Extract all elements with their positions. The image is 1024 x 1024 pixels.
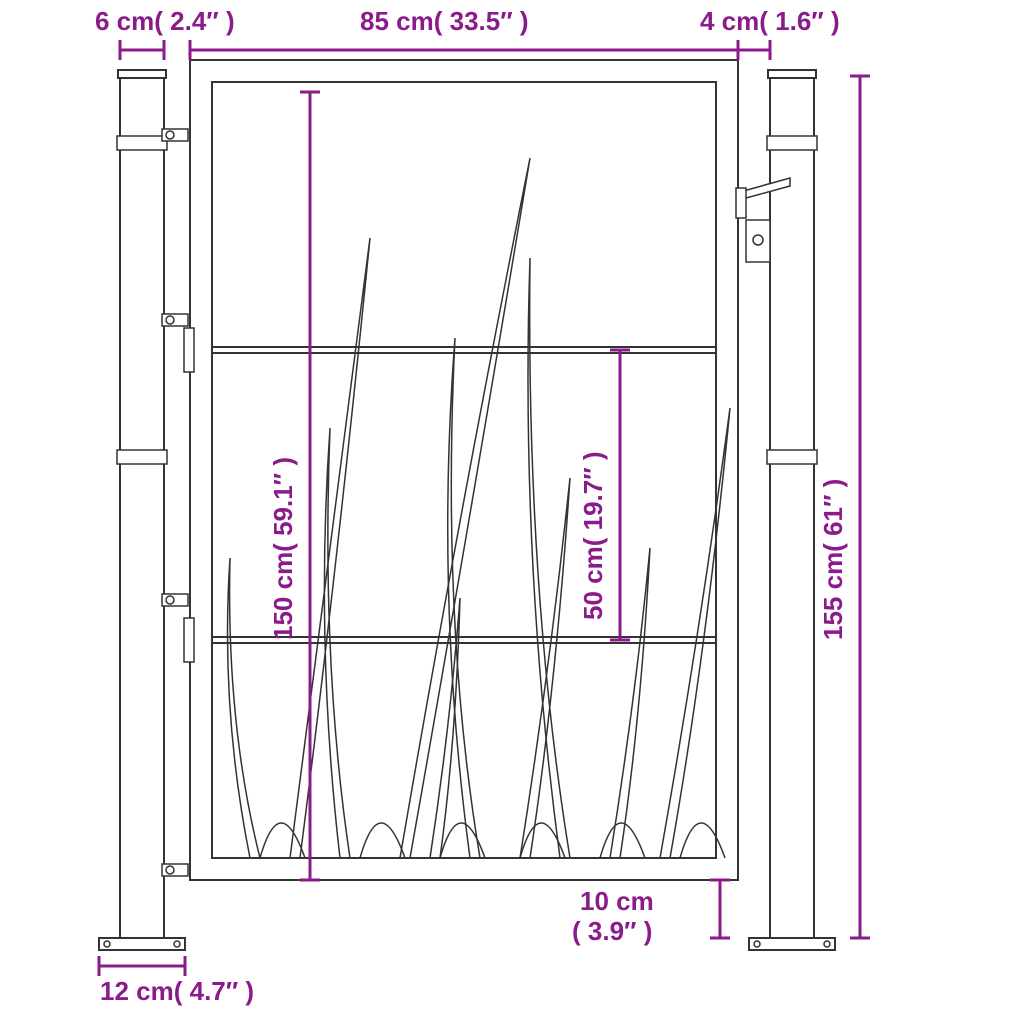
svg-text:150 cm( 59.1″ ): 150 cm( 59.1″ ) [268,457,298,640]
svg-text:12 cm( 4.7″ ): 12 cm( 4.7″ ) [100,976,254,1006]
svg-text:10 cm: 10 cm [580,886,654,916]
svg-text:155 cm( 61″ ): 155 cm( 61″ ) [818,479,848,640]
svg-text:( 3.9″ ): ( 3.9″ ) [572,916,652,946]
svg-text:85 cm( 33.5″ ): 85 cm( 33.5″ ) [360,6,529,36]
svg-text:6 cm( 2.4″ ): 6 cm( 2.4″ ) [95,6,235,36]
svg-text:4 cm( 1.6″ ): 4 cm( 1.6″ ) [700,6,840,36]
svg-text:50 cm( 19.7″ ): 50 cm( 19.7″ ) [578,451,608,620]
